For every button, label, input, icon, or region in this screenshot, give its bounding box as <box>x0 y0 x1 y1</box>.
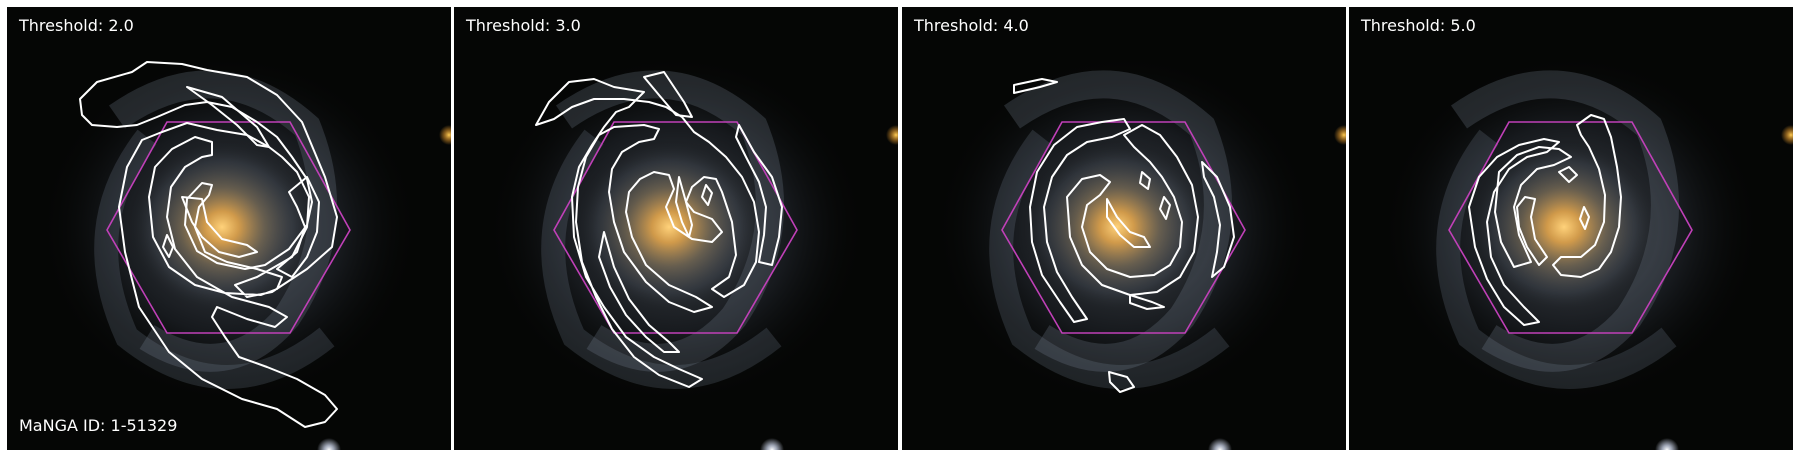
contour-knot-a <box>1139 171 1151 190</box>
threshold-label: Threshold: 2.0 <box>19 16 134 35</box>
contour-lower-arc <box>1129 294 1165 310</box>
contour-upper-island <box>643 71 693 118</box>
contour-right-arm <box>735 124 783 266</box>
contour-small-knot <box>701 184 713 206</box>
contour-knot-b <box>1159 196 1171 220</box>
contour-knot-b <box>1579 206 1590 230</box>
contour-bar <box>1516 196 1548 266</box>
contour-bottom-island <box>1108 371 1135 393</box>
contour-small-knot <box>162 234 174 258</box>
contour-right-arm <box>1201 161 1235 278</box>
contour-upper-knot <box>186 86 270 148</box>
contour-outer-loop <box>1468 138 1560 326</box>
galaxy-image-2 <box>454 7 898 450</box>
contour-outer-arm <box>535 78 760 388</box>
threshold-panel-2: Threshold: 3.0 <box>454 7 898 450</box>
contour-inner-arm <box>1066 124 1199 296</box>
galaxy-id-label: MaNGA ID: 1-51329 <box>19 416 178 435</box>
galaxy-image-3 <box>902 7 1346 450</box>
hexagon-footprint <box>106 121 351 334</box>
threshold-label: Threshold: 3.0 <box>466 16 581 35</box>
contour-arm-spur <box>276 176 320 278</box>
contour-main-arm <box>1029 118 1131 323</box>
threshold-panel-1: Threshold: 2.0 MaNGA ID: 1-51329 <box>7 7 451 450</box>
threshold-label: Threshold: 5.0 <box>1361 16 1476 35</box>
threshold-panel-4: Threshold: 5.0 <box>1349 7 1793 450</box>
hexagon-footprint <box>1001 121 1246 334</box>
contour-inner-bar <box>181 196 258 258</box>
contour-bar-loop <box>675 176 693 238</box>
contour-outer-arm <box>79 61 338 428</box>
contour-bar <box>1106 198 1151 248</box>
threshold-label: Threshold: 4.0 <box>914 16 1029 35</box>
hexagon-footprint <box>553 121 798 334</box>
contour-upper-island <box>1013 78 1058 94</box>
contour-knot-a <box>1558 166 1578 183</box>
hexagon-footprint <box>1448 121 1693 334</box>
galaxy-image-1 <box>7 7 451 450</box>
contour-main-arm <box>1494 146 1572 268</box>
galaxy-image-4 <box>1349 7 1793 450</box>
contour-lower-filaments <box>598 231 680 353</box>
threshold-panel-3: Threshold: 4.0 <box>902 7 1346 450</box>
contour-right-arm <box>1552 114 1622 278</box>
